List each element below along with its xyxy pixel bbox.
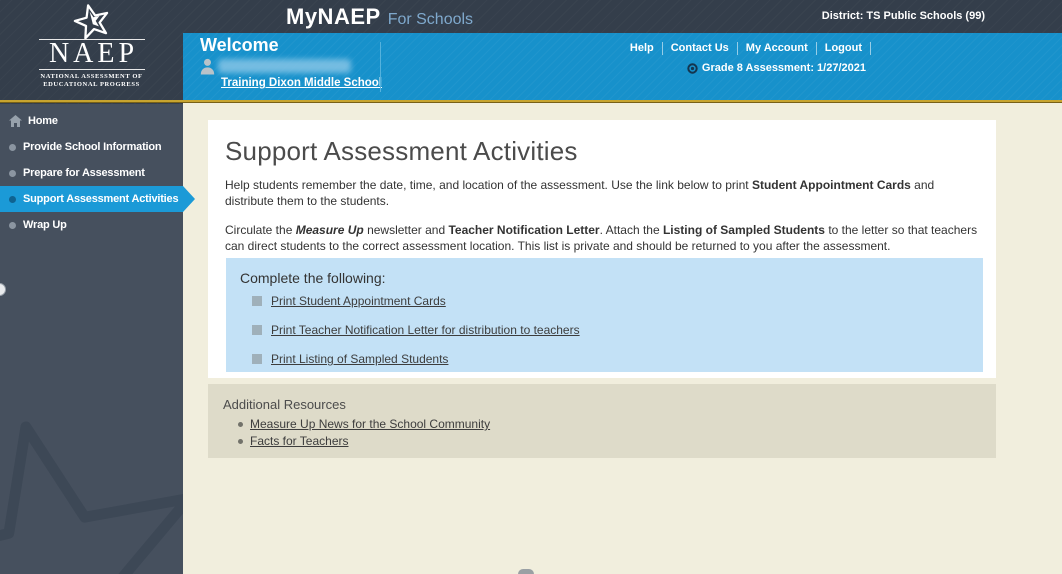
logo-rule-bottom <box>38 69 145 70</box>
my-account-link[interactable]: My Account <box>738 42 817 55</box>
logout-link[interactable]: Logout <box>817 42 871 55</box>
print-student-appointment-cards-link[interactable]: Print Student Appointment Cards <box>271 294 446 308</box>
sidebar-nav: Home Provide School Information Prepare … <box>0 104 183 238</box>
sidebar-item-label: Provide School Information <box>23 141 162 153</box>
app-title: MyNAEP <box>286 4 381 29</box>
print-listing-of-sampled-students-link[interactable]: Print Listing of Sampled Students <box>271 352 449 366</box>
intro-paragraph-1: Help students remember the date, time, a… <box>225 178 935 208</box>
contact-us-link[interactable]: Contact Us <box>663 42 738 55</box>
bullet-icon <box>9 143 16 151</box>
assessment-status-label: Grade 8 Assessment: 1/27/2021 <box>701 62 866 74</box>
resource-row: Facts for Teachers <box>238 434 996 448</box>
welcome-bar: Welcome Training Dixon Middle School Hel… <box>183 33 1062 100</box>
school-link[interactable]: Training Dixon Middle School <box>221 77 383 89</box>
district-label: District: TS Public Schools (99) <box>821 10 985 22</box>
task-row: Print Listing of Sampled Students <box>252 352 983 366</box>
home-icon <box>9 115 22 127</box>
welcome-divider <box>380 42 381 92</box>
scroll-indicator <box>518 569 534 574</box>
square-bullet-icon <box>252 296 262 306</box>
logo-caption: NATIONAL ASSESSMENT OF EDUCATIONAL PROGR… <box>40 73 143 88</box>
bullet-icon <box>9 221 16 229</box>
task-row: Print Teacher Notification Letter for di… <box>252 323 983 337</box>
round-bullet-icon <box>238 421 243 427</box>
gold-divider <box>0 100 1062 103</box>
round-bullet-icon <box>238 438 243 444</box>
facts-for-teachers-link[interactable]: Facts for Teachers <box>250 434 349 448</box>
assessment-status: Grade 8 Assessment: 1/27/2021 <box>687 62 866 74</box>
tasks-panel: Complete the following: Print Student Ap… <box>226 258 983 372</box>
logo-name: NAEP <box>48 38 139 69</box>
bullet-icon <box>9 169 16 177</box>
logo-rule-top <box>38 39 145 40</box>
sidebar-item-support-assessment-activities[interactable]: Support Assessment Activities <box>0 186 183 212</box>
sidebar-item-label: Prepare for Assessment <box>23 167 145 179</box>
sidebar-item-label: Wrap Up <box>23 219 67 231</box>
sidebar-item-home[interactable]: Home <box>0 108 183 134</box>
sidebar-item-label: Support Assessment Activities <box>23 193 179 205</box>
star-icon <box>73 4 108 39</box>
top-nav: Help Contact Us My Account Logout <box>622 42 871 55</box>
redacted-user-name <box>218 59 351 73</box>
sidebar-item-label: Home <box>28 115 58 127</box>
intro-paragraph-2: Circulate the Measure Up newsletter and … <box>225 223 978 253</box>
main-content: Support Assessment Activities Help stude… <box>183 104 1062 574</box>
star-watermark-icon <box>0 421 183 574</box>
resources-heading: Additional Resources <box>223 397 346 412</box>
help-link[interactable]: Help <box>622 42 663 55</box>
sidebar-item-prepare-for-assessment[interactable]: Prepare for Assessment <box>0 160 183 186</box>
resource-row: Measure Up News for the School Community <box>238 417 996 431</box>
sidebar-background <box>0 104 183 574</box>
sidebar-item-wrap-up[interactable]: Wrap Up <box>0 212 183 238</box>
welcome-title: Welcome <box>200 35 279 55</box>
square-bullet-icon <box>252 325 262 335</box>
app-brand: MyNAEP For Schools <box>286 4 473 30</box>
resources-panel: Additional Resources Measure Up News for… <box>208 384 996 458</box>
bullet-icon <box>9 195 16 203</box>
task-row: Print Student Appointment Cards <box>252 294 983 308</box>
app-subtitle: For Schools <box>387 11 474 28</box>
target-icon <box>687 62 698 74</box>
naep-logo: NAEP NATIONAL ASSESSMENT OF EDUCATIONAL … <box>0 0 183 104</box>
content-card: Support Assessment Activities Help stude… <box>208 120 996 378</box>
measure-up-news-link[interactable]: Measure Up News for the School Community <box>250 417 491 431</box>
tasks-heading: Complete the following: <box>240 270 386 286</box>
square-bullet-icon <box>252 354 262 364</box>
user-icon <box>200 58 215 75</box>
page-title: Support Assessment Activities <box>225 136 578 166</box>
sidebar: Home Provide School Information Prepare … <box>0 104 183 574</box>
sidebar-item-provide-school-information[interactable]: Provide School Information <box>0 134 183 160</box>
print-teacher-notification-letter-link[interactable]: Print Teacher Notification Letter for di… <box>271 323 580 337</box>
